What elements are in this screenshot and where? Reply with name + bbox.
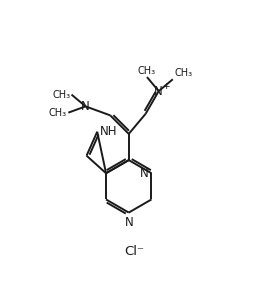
- Text: CH₃: CH₃: [49, 108, 67, 118]
- Text: CH₃: CH₃: [138, 66, 156, 76]
- Text: N: N: [124, 216, 133, 230]
- Text: N: N: [140, 167, 148, 180]
- Text: N: N: [154, 85, 163, 98]
- Text: NH: NH: [100, 125, 118, 138]
- Text: CH₃: CH₃: [174, 68, 192, 78]
- Text: +: +: [162, 82, 170, 91]
- Text: N: N: [81, 100, 90, 113]
- Text: Cl⁻: Cl⁻: [124, 245, 144, 258]
- Text: CH₃: CH₃: [52, 90, 70, 100]
